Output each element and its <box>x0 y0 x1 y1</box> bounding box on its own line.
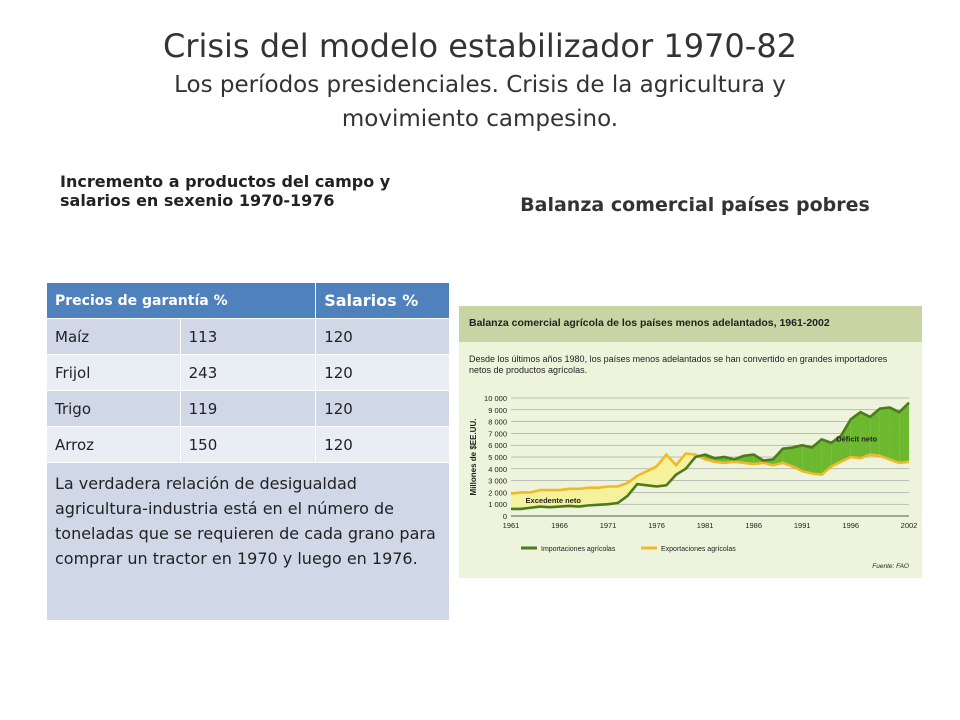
y-tick-label: 4 000 <box>488 465 507 474</box>
y-tick-label: 1 000 <box>488 500 507 509</box>
table-row: Arroz 150 120 <box>46 426 450 463</box>
cell-price: 119 <box>179 390 317 427</box>
left-heading-line-1: Incremento a productos del campo y <box>60 172 391 191</box>
cell-salary: 120 <box>315 426 450 463</box>
cell-salary: 120 <box>315 354 450 391</box>
surplus-area <box>540 490 550 508</box>
cell-price: 113 <box>179 318 317 355</box>
cell-product: Arroz <box>46 426 181 463</box>
surplus-area <box>530 490 541 508</box>
chart-source: Fuente: FAO <box>872 563 909 570</box>
surplus-area <box>608 486 618 505</box>
deficit-area <box>792 445 803 472</box>
deficit-area <box>821 439 832 475</box>
y-axis-label: Millones de $EE.UU. <box>469 419 478 496</box>
chart-header-band: Balanza comercial agrícola de los países… <box>459 306 922 342</box>
deficit-area <box>899 402 909 463</box>
slide-subtitle: Los períodos presidenciales. Crisis de l… <box>0 68 960 136</box>
surplus-area <box>666 454 677 486</box>
x-tick-label: 2002 <box>901 521 918 530</box>
y-tick-label: 3 000 <box>488 477 507 486</box>
cell-product: Trigo <box>46 390 181 427</box>
y-tick-label: 8 000 <box>488 418 507 427</box>
surplus-area <box>559 488 570 507</box>
deficit-area <box>782 447 793 467</box>
cell-price: 243 <box>179 354 317 391</box>
prices-table: Precios de garantía % Salarios % Maíz 11… <box>45 282 450 621</box>
y-tick-label: 10 000 <box>484 394 507 403</box>
chart-title: Balanza comercial agrícola de los países… <box>469 317 830 329</box>
y-tick-label: 5 000 <box>488 453 507 462</box>
left-column-heading: Incremento a productos del campo y salar… <box>60 172 460 210</box>
x-tick-label: 1996 <box>842 521 859 530</box>
annotation-surplus: Excedente neto <box>526 496 582 505</box>
trade-balance-chart: Balanza comercial agrícola de los países… <box>459 306 922 578</box>
slide-title-block: Crisis del modelo estabilizador 1970-82 … <box>0 26 960 136</box>
chart-subtitle: Desde los últimos años 1980, los países … <box>469 354 888 375</box>
surplus-area <box>656 454 667 487</box>
slide-title: Crisis del modelo estabilizador 1970-82 <box>162 27 798 65</box>
surplus-area <box>588 487 599 506</box>
table-row: Trigo 119 120 <box>46 390 450 427</box>
table-row: Frijol 243 120 <box>46 354 450 391</box>
deficit-area <box>860 412 871 459</box>
surplus-area <box>569 488 579 507</box>
header-salarios: Salarios % <box>315 282 450 319</box>
x-tick-label: 1971 <box>600 521 617 530</box>
y-tick-label: 7 000 <box>488 429 507 438</box>
y-tick-label: 9 000 <box>488 406 507 415</box>
slide-subtitle-line-1: Los períodos presidenciales. Crisis de l… <box>174 72 786 98</box>
surplus-area <box>646 466 657 487</box>
cell-product: Frijol <box>46 354 181 391</box>
table-note: La verdadera relación de desigualdad agr… <box>46 462 450 621</box>
table-row: Maíz 113 120 <box>46 318 450 355</box>
legend-label-imports: Importaciones agrícolas <box>541 546 616 553</box>
left-heading-line-2: salarios en sexenio 1970-1976 <box>60 191 335 210</box>
deficit-area <box>811 439 822 475</box>
cell-price: 150 <box>179 426 317 463</box>
deficit-area <box>879 407 890 460</box>
x-tick-label: 1961 <box>503 521 520 530</box>
deficit-area <box>841 419 851 462</box>
surplus-area <box>598 486 609 505</box>
deficit-area <box>802 445 812 474</box>
deficit-area <box>831 435 842 467</box>
x-tick-label: 1986 <box>745 521 762 530</box>
x-tick-label: 1991 <box>794 521 811 530</box>
y-tick-label: 2 000 <box>488 488 507 497</box>
x-tick-label: 1966 <box>551 521 568 530</box>
deficit-area <box>889 407 900 463</box>
surplus-area <box>520 492 531 509</box>
table-note-row: La verdadera relación de desigualdad agr… <box>46 462 450 621</box>
x-tick-label: 1976 <box>648 521 665 530</box>
cell-product: Maíz <box>46 318 181 355</box>
cell-salary: 120 <box>315 318 450 355</box>
legend-label-exports: Exportaciones agrícolas <box>661 546 736 553</box>
surplus-area <box>627 475 638 496</box>
right-column-heading: Balanza comercial países pobres <box>520 194 870 216</box>
y-tick-label: 0 <box>503 512 507 521</box>
deficit-area <box>870 408 880 456</box>
surplus-area <box>549 490 560 508</box>
surplus-area <box>578 487 589 507</box>
table-header-row: Precios de garantía % Salarios % <box>45 282 450 319</box>
annotation-deficit: Déficit neto <box>836 434 877 443</box>
deficit-area <box>743 454 754 465</box>
series-line-exports <box>510 452 910 495</box>
cell-salary: 120 <box>315 390 450 427</box>
y-tick-label: 6 000 <box>488 441 507 450</box>
x-tick-label: 1981 <box>697 521 714 530</box>
slide-subtitle-line-2: movimiento campesino. <box>341 106 619 132</box>
header-precios: Precios de garantía % <box>45 282 317 319</box>
surplus-area <box>511 492 521 509</box>
chart-plot: 0 1 000 2 000 3 000 4 000 5 000 6 000 7 000 8 00… <box>469 394 918 570</box>
surplus-area <box>617 482 628 504</box>
series-line-imports <box>511 401 910 511</box>
deficit-area <box>850 412 861 459</box>
